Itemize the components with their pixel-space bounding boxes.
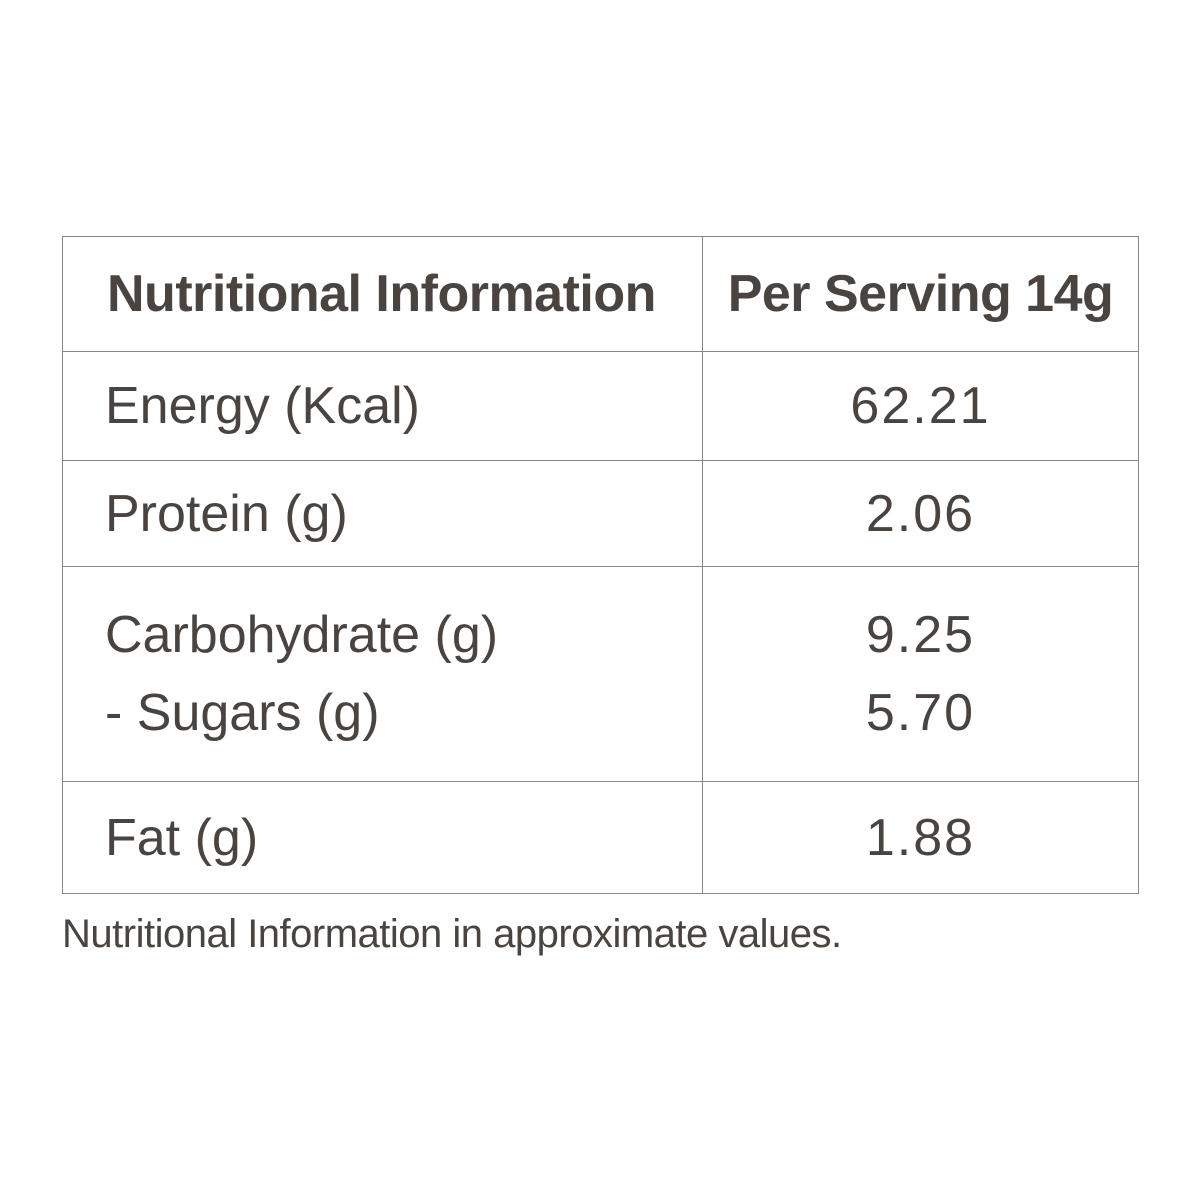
- carbohydrate-label: Carbohydrate (g): [105, 606, 499, 664]
- protein-value: 2.06: [702, 460, 1139, 567]
- carbohydrate-cell: Carbohydrate (g) - Sugars (g): [62, 566, 703, 782]
- carbohydrate-values-cell: 9.25 5.70: [702, 566, 1139, 782]
- energy-label: Energy (Kcal): [62, 351, 703, 461]
- nutrition-table: Nutritional Information Per Serving 14g …: [62, 236, 1139, 894]
- carbohydrate-value: 9.25: [865, 606, 976, 664]
- table-row: Protein (g) 2.06: [62, 460, 1139, 567]
- energy-value: 62.21: [702, 351, 1139, 461]
- header-nutritional-information: Nutritional Information: [62, 236, 703, 352]
- table-header-row: Nutritional Information Per Serving 14g: [62, 236, 1139, 352]
- table-row: Energy (Kcal) 62.21: [62, 351, 1139, 461]
- header-per-serving: Per Serving 14g: [702, 236, 1139, 352]
- fat-label: Fat (g): [62, 781, 703, 894]
- footnote: Nutritional Information in approximate v…: [62, 912, 842, 956]
- table-row: Fat (g) 1.88: [62, 781, 1139, 894]
- fat-value: 1.88: [702, 781, 1139, 894]
- sugars-label: - Sugars (g): [105, 684, 380, 742]
- table-row: Carbohydrate (g) - Sugars (g) 9.25 5.70: [62, 566, 1139, 782]
- sugars-value: 5.70: [865, 684, 976, 742]
- protein-label: Protein (g): [62, 460, 703, 567]
